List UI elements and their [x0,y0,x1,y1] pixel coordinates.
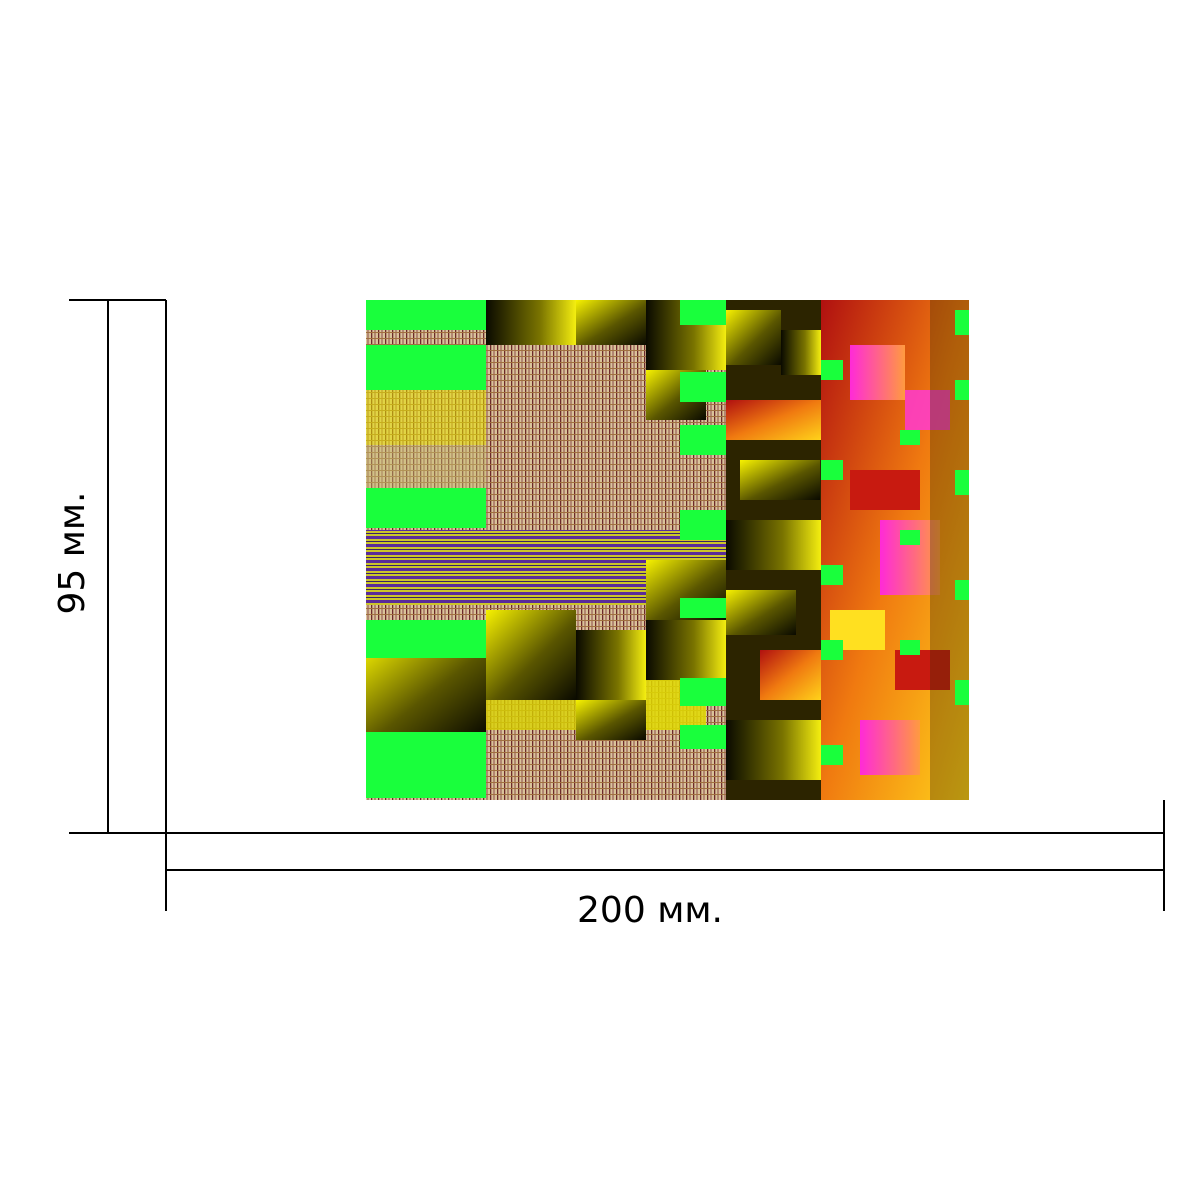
artwork-image [366,300,969,800]
width-label: 200 мм. [577,890,723,931]
height-label: 95 мм. [52,491,93,615]
width-dimension [165,800,1165,911]
height-dimension [69,299,167,834]
